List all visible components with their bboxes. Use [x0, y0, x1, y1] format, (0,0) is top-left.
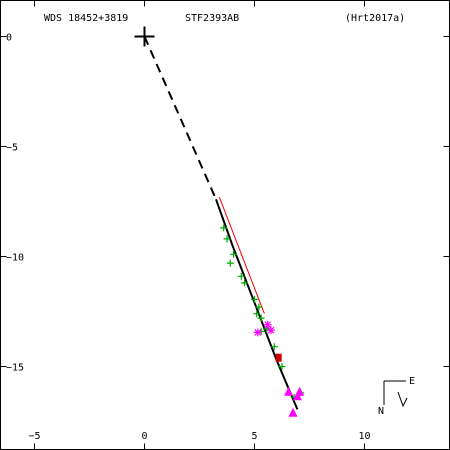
orbit-solid-line [215, 198, 299, 410]
point-triangle-marker [295, 386, 305, 396]
point-plus-marker [270, 343, 278, 351]
point-square-marker [275, 353, 282, 362]
point-triangle-marker [284, 386, 294, 396]
compass-motion-arrow-icon [397, 391, 408, 408]
data-points [220, 224, 305, 417]
point-plus-marker [255, 303, 263, 311]
x-tick-label: −5 [28, 431, 40, 442]
primary-star-cross-icon [134, 26, 155, 47]
point-asterisk-marker [263, 320, 272, 329]
axis-tick-labels: −5 0 5 10 0 −5 −10 −15 [6, 33, 371, 443]
compass-east-label: E [409, 376, 415, 387]
orbit-lines [143, 36, 299, 410]
x-tick-label: 5 [251, 431, 257, 442]
y-tick-label: 0 [6, 33, 12, 44]
point-plus-marker [257, 314, 265, 322]
point-asterisk-marker [267, 326, 275, 335]
primary-star-marker [134, 26, 155, 47]
point-triangle-marker [288, 407, 298, 417]
point-plus-marker [230, 250, 238, 258]
point-plus-marker [220, 224, 228, 232]
fit-line [218, 196, 265, 314]
point-plus-marker [263, 325, 271, 333]
point-plus-marker [226, 259, 234, 267]
point-plus-marker [223, 235, 231, 243]
point-plus-marker [278, 363, 286, 370]
x-tick-label: 0 [141, 431, 147, 442]
x-tick-label: 10 [358, 431, 370, 442]
point-plus-marker [253, 310, 261, 318]
header-pair-name: STF2393AB [185, 13, 239, 24]
compass-rose: E N [378, 376, 415, 417]
point-plus-marker [241, 279, 249, 287]
orbit-dashed-line [143, 36, 217, 200]
point-plus-marker [251, 295, 258, 303]
point-plus-marker [237, 272, 245, 280]
compass-north-label: N [378, 406, 384, 417]
header-wds-id: WDS 18452+3819 [44, 13, 128, 24]
y-tick-label: −5 [6, 143, 18, 154]
y-tick-label: −15 [6, 363, 24, 374]
y-tick-label: −10 [6, 253, 24, 264]
point-asterisk-marker [253, 328, 262, 337]
header-reference: (Hrt2017a) [345, 13, 405, 24]
